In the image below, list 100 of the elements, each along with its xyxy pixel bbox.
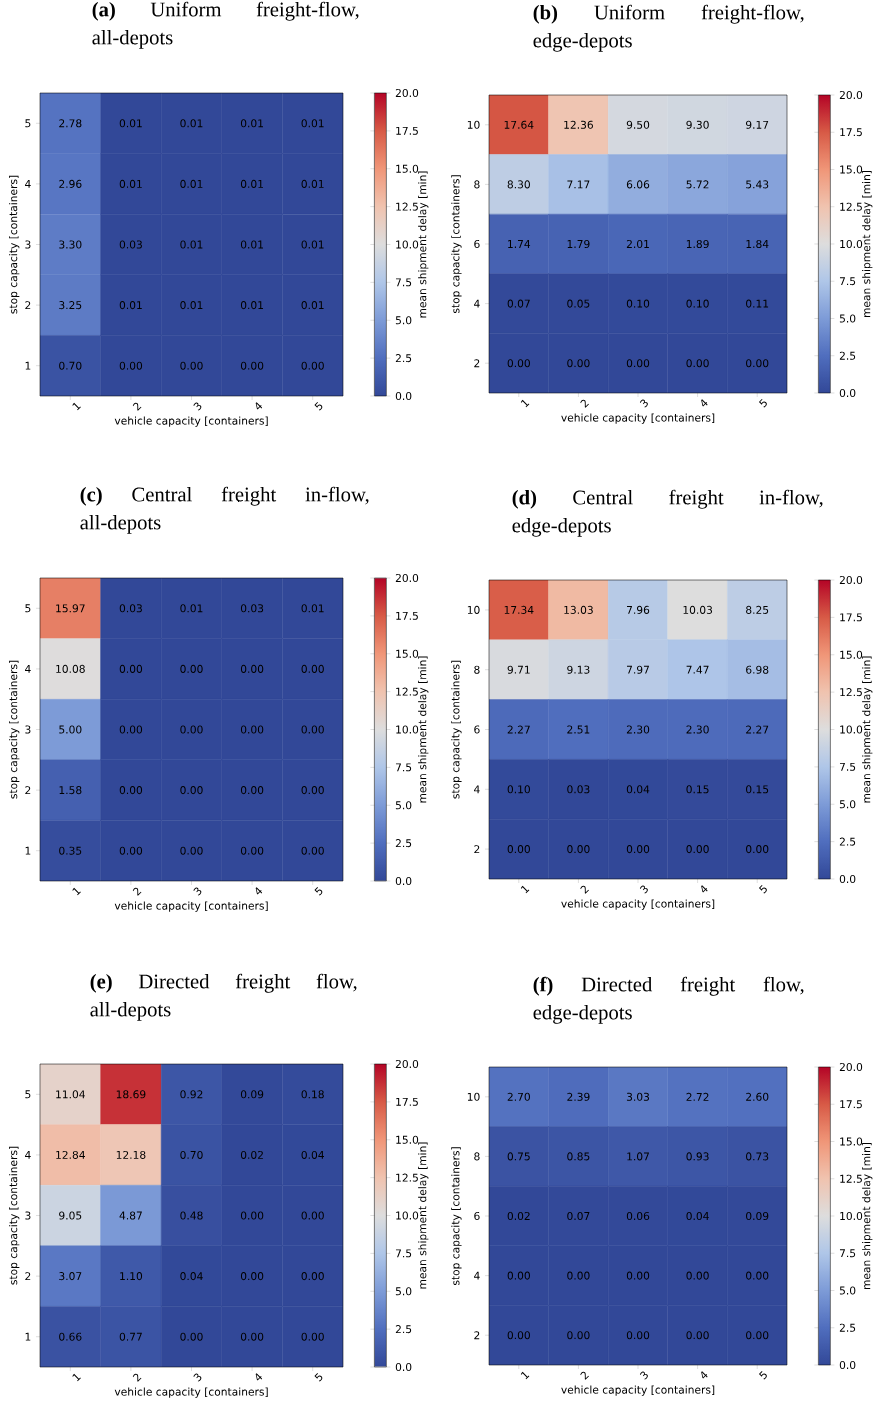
color-bar-label: 20.0 [839,1062,863,1072]
y-tick-label: 2 [474,845,480,854]
data-label: 9.17 [746,120,769,129]
data-label: 8.25 [746,605,769,614]
data-label: 0.00 [301,664,324,673]
y-tick-label: 5 [25,119,31,128]
data-label: 17.34 [504,605,534,614]
data-label: 8.30 [507,180,530,189]
x-tick-label: 3 [193,402,202,411]
color-bar-label: 12.5 [840,688,862,697]
data-label: 0.00 [301,846,324,855]
data-label: 0.01 [240,179,263,188]
color-bar-label: 0.0 [839,388,856,398]
color-bar-label: 0.0 [395,391,412,401]
color-bar-label: 5.0 [395,316,412,325]
chart-title: (e) Directed freight flow, all-depots [90,973,357,1021]
data-label: 10.08 [56,664,85,673]
data-label: 3.07 [59,1272,82,1281]
data-label: 0.00 [240,1211,264,1220]
data-label: 0.00 [626,1331,650,1340]
data-label: 0.00 [746,1271,769,1280]
data-label: 0.03 [240,604,264,613]
data-label: 1.89 [686,239,709,249]
data-label: 6.06 [626,180,650,189]
color-bar-label: 17.5 [840,613,862,622]
y-tick-label: 2 [474,1331,480,1340]
data-label: 2.30 [686,725,709,734]
data-label: 0.75 [507,1152,530,1161]
data-label: 0.04 [301,1150,324,1159]
data-label: 0.00 [626,845,650,854]
y-tick-label: 3 [25,240,31,249]
y-tick-label: 5 [25,1090,31,1099]
x-tick-label: 2 [132,1373,142,1382]
data-label: 12.84 [56,1150,85,1159]
color-bar-label: 7.5 [395,278,412,287]
color-bar-label: 5.0 [839,1286,856,1295]
y-axis-title: stop capacity [containers] [9,660,20,799]
color-bar-label: 7.5 [395,763,412,772]
data-label: 0.04 [686,1211,709,1221]
color-bar-label: 2.5 [395,1325,412,1334]
data-label: 5.43 [746,180,769,189]
data-label: 0.00 [180,725,203,734]
data-label: 0.00 [119,361,143,370]
data-label: 0.00 [240,1332,264,1341]
color-bar-label: 20.0 [839,575,863,585]
color-bar-label: 17.5 [840,128,862,137]
data-label: 9.05 [59,1211,82,1220]
data-label: 2.60 [746,1092,769,1101]
color-bar-label: 15.0 [396,164,419,173]
color-bar-title: mean shipment delay [min] [418,171,429,318]
y-axis-title: stop capacity [containers] [451,175,462,314]
data-label: 5.72 [686,180,709,189]
data-label: 3.30 [59,240,82,249]
x-axis-title: vehicle capacity [containers] [114,901,268,912]
data-label: 0.00 [180,846,203,855]
data-label: 0.01 [301,179,324,188]
data-label: 0.00 [119,846,143,855]
data-label: 0.00 [746,359,769,368]
color-bar-label: 15.0 [840,165,863,174]
data-label: 0.00 [301,1272,324,1281]
data-label: 0.01 [301,301,324,310]
x-tick-label: 5 [758,398,767,408]
color-bar-title: mean shipment delay [min] [862,656,873,803]
y-tick-label: 4 [25,180,31,188]
data-label: 7.47 [686,665,709,674]
data-label: 2.96 [59,179,82,188]
data-label: 0.77 [119,1332,142,1341]
x-tick-label: 2 [132,887,142,896]
data-label: 0.00 [507,845,530,854]
data-label: 9.30 [686,120,709,129]
color-bar-label: 5.0 [839,314,856,323]
data-label: 0.01 [119,119,142,128]
data-label: 9.50 [626,120,650,129]
x-tick-label: 4 [255,1373,263,1381]
y-tick-label: 2 [474,359,480,368]
data-label: 0.70 [180,1150,203,1159]
data-label: 0.00 [507,359,530,368]
data-label: 0.01 [180,301,203,310]
data-label: 0.15 [746,785,769,794]
y-tick-label: 8 [474,665,480,674]
data-label: 2.01 [626,239,649,249]
x-tick-label: 1 [72,402,81,411]
data-label: 2.51 [567,725,590,734]
x-tick-label: 2 [580,885,589,894]
color-bar-label: 10.0 [840,239,863,249]
y-tick-label: 3 [25,1211,31,1220]
data-label: 0.85 [567,1152,590,1161]
data-label: 0.10 [507,785,530,794]
data-label: 0.00 [686,845,709,854]
y-tick-label: 2 [25,1272,31,1281]
color-bar-label: 12.5 [396,1173,418,1182]
y-tick-label: 6 [474,725,480,734]
data-label: 0.00 [119,786,143,795]
data-label: 18.69 [116,1090,146,1099]
color-bar-label: 15.0 [840,1137,863,1146]
x-axis-title: vehicle capacity [containers] [561,413,715,424]
y-tick-label: 1 [25,846,31,855]
data-label: 0.10 [686,299,709,308]
color-bar-label: 0.0 [395,1362,412,1372]
color-bar-label: 5.0 [839,800,856,809]
